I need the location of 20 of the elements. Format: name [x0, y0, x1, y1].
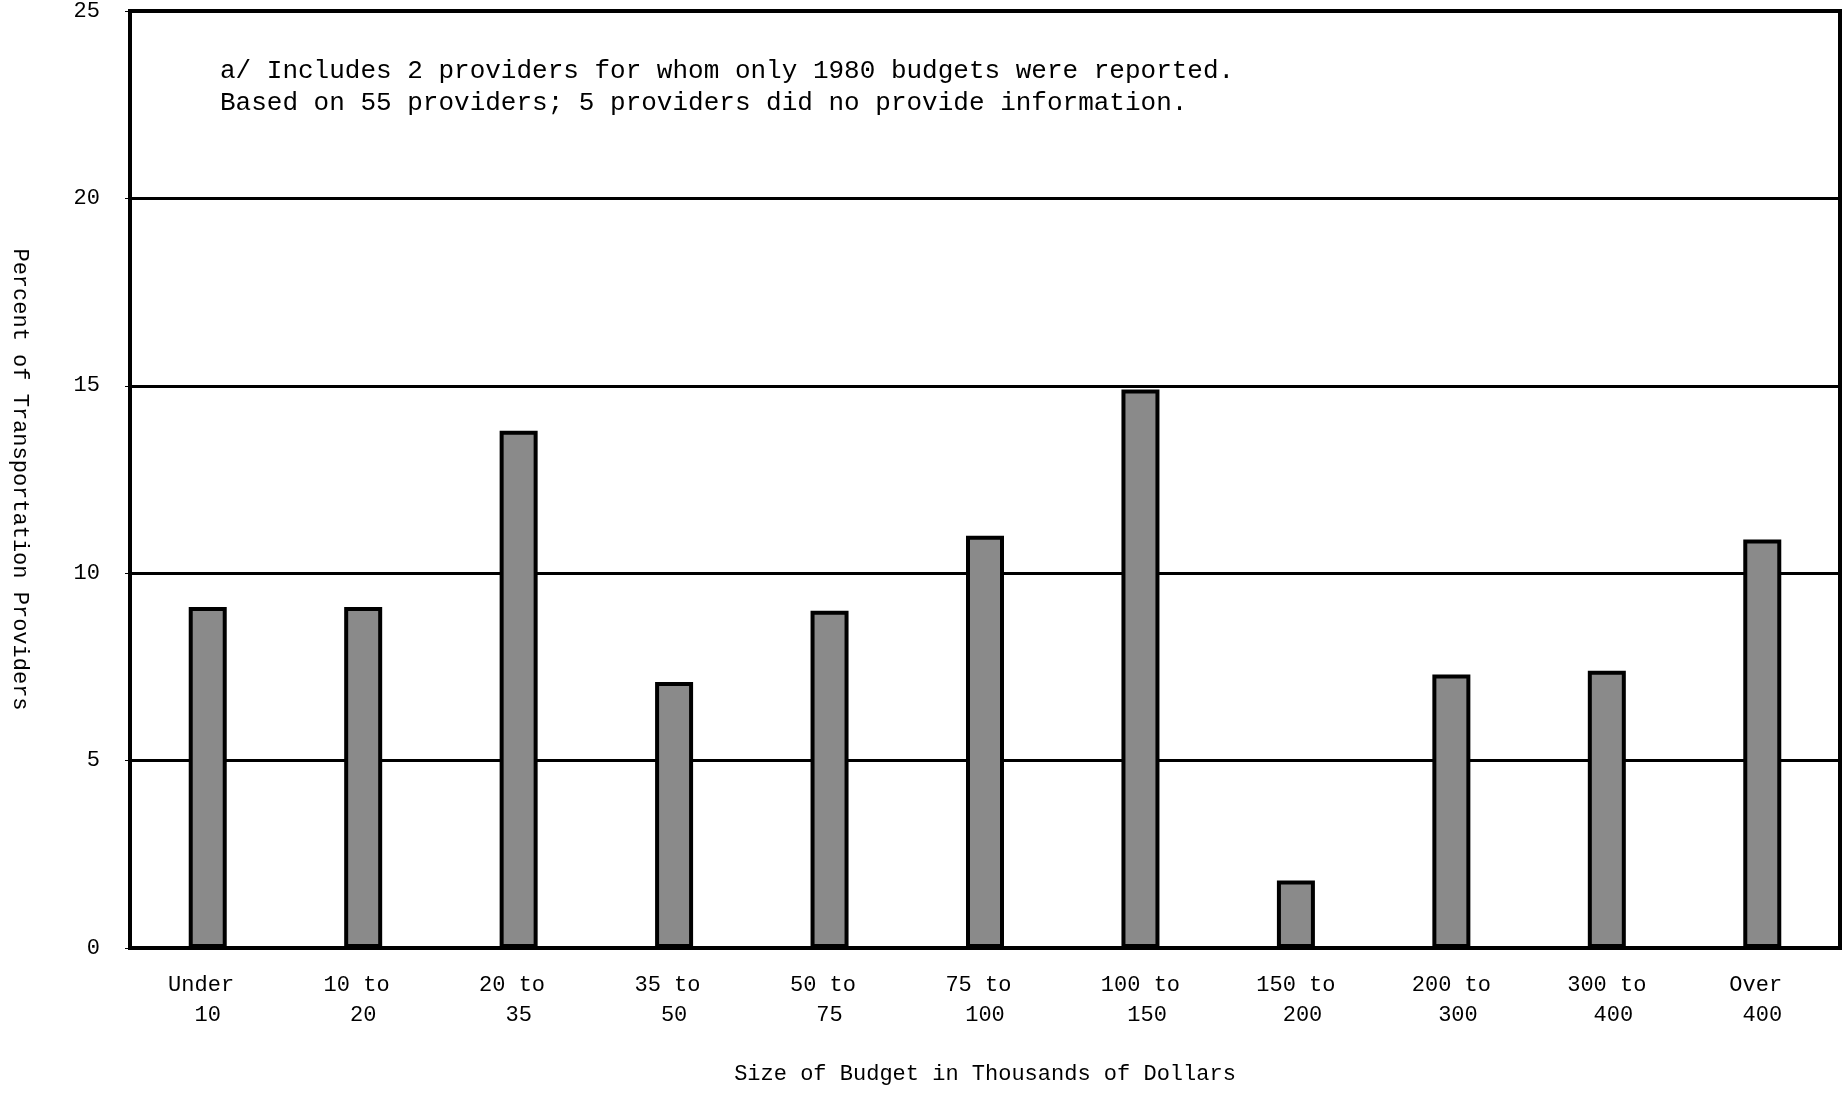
x-tick-label: 200 to 300 — [1411, 972, 1491, 1028]
x-tick-label: 50 to 75 — [789, 972, 870, 1028]
y-axis-title: Percent of Transportation Providers — [6, 248, 32, 711]
x-tick-label: 150 to 200 — [1256, 972, 1336, 1028]
x-tick-label: 75 to 100 — [945, 972, 1025, 1028]
x-tick-label: 100 to 150 — [1100, 972, 1181, 1028]
x-tick-label: 35 to 50 — [634, 972, 714, 1028]
x-tick-label: 300 to 400 — [1567, 972, 1647, 1028]
y-tick-label: 20 — [73, 185, 100, 211]
x-axis-title: Size of Budget in Thousands of Dollars — [734, 1061, 1236, 1087]
y-tick-label: 15 — [73, 373, 100, 399]
x-tick-label: Over 400 — [1729, 972, 1796, 1028]
x-tick-label: 10 to 20 — [323, 972, 403, 1028]
x-tick-label: 20 to 35 — [479, 972, 559, 1028]
x-tick-label: Under 10 — [168, 972, 248, 1028]
annotation: a/ Includes 2 providers for whom only 1980 budgets were reported. Based on 55 providers; 5 providers did no provide information. — [220, 56, 1235, 118]
y-tick-label: 0 — [86, 935, 100, 961]
y-tick-label: 10 — [73, 560, 100, 586]
y-tick-label: 5 — [86, 748, 100, 774]
y-tick-label: 25 — [73, 0, 100, 24]
